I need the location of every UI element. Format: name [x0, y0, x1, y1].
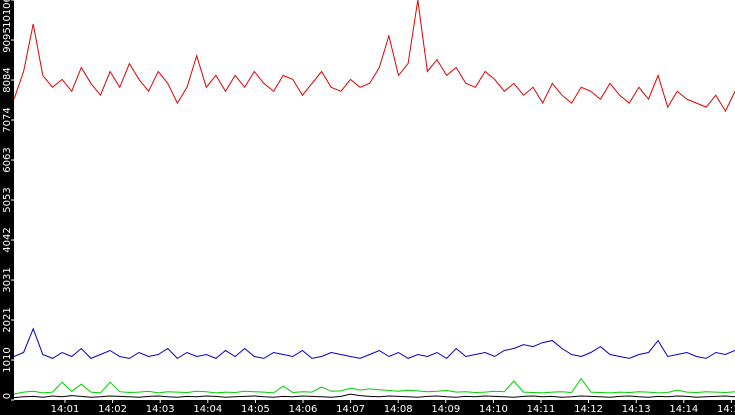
series-line: [13, 327, 735, 360]
x-tick-label: 14:05: [241, 404, 270, 415]
x-tick-label: 14:07: [336, 404, 365, 415]
y-tick-label: 10106: [2, 0, 13, 28]
x-tick-label: 14:02: [98, 404, 127, 415]
x-tick-label: 14:04: [193, 404, 222, 415]
plot-area: [14, 0, 735, 400]
x-tick-label: 14:11: [527, 404, 556, 415]
x-tick-label: 14:06: [289, 404, 318, 415]
x-tick-label: 14:10: [479, 404, 508, 415]
x-tick-label: 14:01: [51, 404, 80, 415]
x-tick-label: 14:15: [717, 404, 735, 415]
x-tick-label: 14:13: [622, 404, 651, 415]
y-tick-label: 4042: [2, 227, 13, 252]
x-tick-label: 14:14: [669, 404, 698, 415]
y-tick-label: 5053: [2, 187, 13, 212]
y-tick-label: 7074: [2, 107, 13, 132]
y-tick-label: 6063: [2, 147, 13, 172]
x-tick-label: 14:12: [574, 404, 603, 415]
y-tick-label: 0: [2, 393, 13, 399]
y-tick-label: 9095: [2, 27, 13, 52]
y-tick-label: 1010: [2, 347, 13, 372]
series-line: [13, 377, 735, 395]
y-tick-label: 2021: [2, 307, 13, 332]
x-tick-label: 14:03: [146, 404, 175, 415]
x-tick-label: 14:08: [384, 404, 413, 415]
series-line: [13, 393, 735, 399]
y-tick-label: 8084: [2, 67, 13, 92]
series-line: [13, 0, 735, 113]
x-tick-label: 14:09: [431, 404, 460, 415]
y-tick-label: 3031: [2, 267, 13, 292]
